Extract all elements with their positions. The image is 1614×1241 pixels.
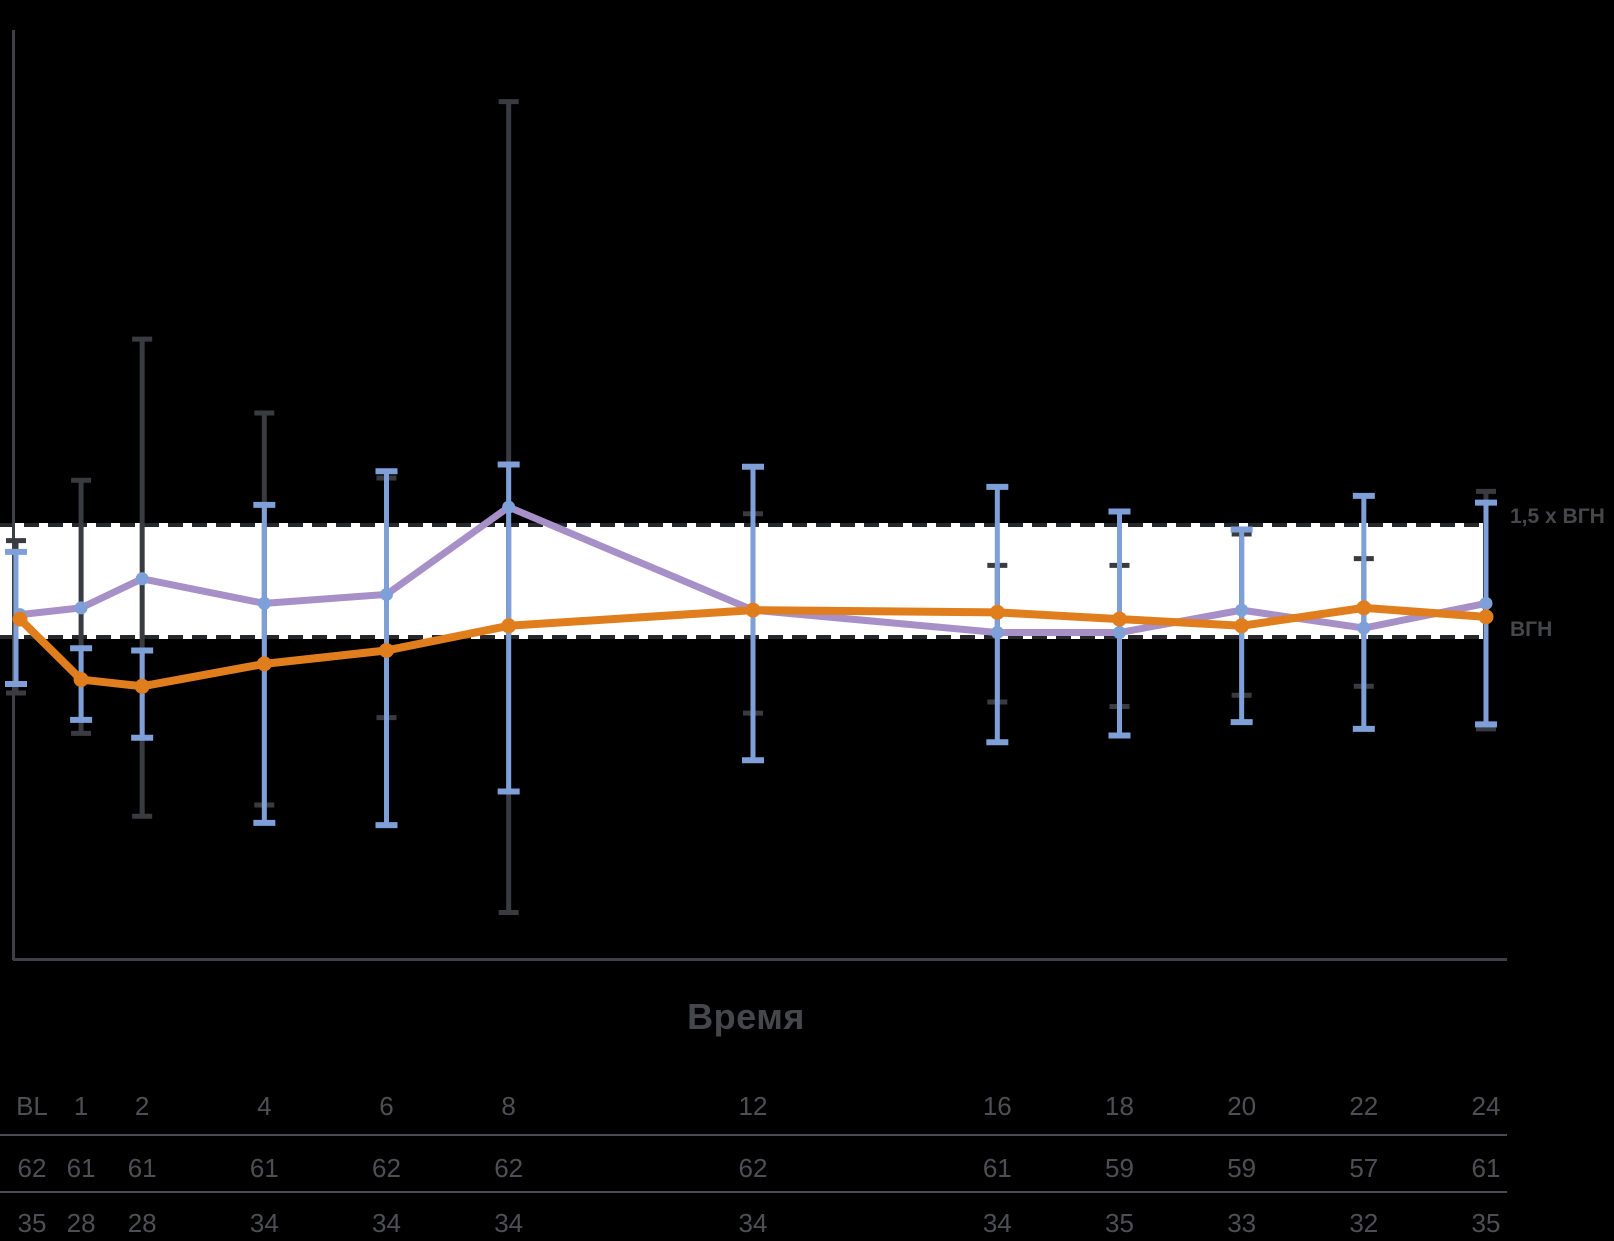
- orange-series-marker-22: [1356, 600, 1372, 616]
- orange-series-marker-4: [256, 656, 272, 672]
- n-group2-16: 34: [982, 1208, 1012, 1238]
- orange-series-marker-2: [134, 678, 150, 694]
- purple-series-marker-24: [1479, 596, 1493, 610]
- orange-series-marker-18: [1111, 611, 1127, 627]
- n-group1-1: 61: [66, 1153, 96, 1183]
- purple-series-marker-20: [1235, 603, 1249, 617]
- x-axis-title: Время: [687, 996, 805, 1037]
- timepoint-label-BL: BL: [16, 1091, 48, 1121]
- timepoint-label-2: 2: [134, 1091, 150, 1121]
- timepoint-label-1: 1: [73, 1091, 89, 1121]
- n-group1-2: 61: [127, 1153, 157, 1183]
- orange-series-marker-20: [1234, 618, 1250, 634]
- orange-series-marker-1: [73, 672, 89, 688]
- n-group1-BL: 62: [17, 1153, 47, 1183]
- n-group2-4: 34: [249, 1208, 279, 1238]
- purple-series-marker-16: [990, 626, 1004, 640]
- timepoint-label-12: 12: [738, 1091, 768, 1121]
- n-group1-8: 62: [494, 1153, 524, 1183]
- purple-series-marker-22: [1357, 621, 1371, 635]
- n-group2-BL: 35: [17, 1208, 47, 1238]
- reference-label-uln: ВГН: [1510, 618, 1553, 641]
- n-group2-20: 33: [1227, 1208, 1257, 1238]
- n-group1-20: 59: [1227, 1153, 1257, 1183]
- reference-label-1-5-uln: 1,5 x ВГН: [1510, 505, 1605, 528]
- orange-series-marker-6: [378, 642, 394, 658]
- timepoint-label-8: 8: [501, 1091, 516, 1121]
- n-group1-16: 61: [982, 1153, 1012, 1183]
- n-group2-12: 34: [738, 1208, 768, 1238]
- orange-series-marker-BL: [12, 611, 28, 627]
- line-chart-plot-area: [0, 30, 1507, 961]
- timepoint-label-22: 22: [1349, 1091, 1379, 1121]
- table-divider-bottom: [0, 1191, 1507, 1193]
- timepoint-label-18: 18: [1105, 1091, 1134, 1121]
- n-group1-18: 59: [1105, 1153, 1134, 1183]
- table-row-timepoints: BL 1 2 4 6 8 12 16 18 20 22 24: [0, 1091, 1614, 1121]
- timepoint-label-4: 4: [257, 1091, 272, 1121]
- orange-series-line: [16, 603, 1490, 691]
- n-group1-24: 61: [1471, 1153, 1501, 1183]
- table-row-n-group2: 35 28 28 34 34 34 34 34 35 33 32 35: [0, 1208, 1614, 1238]
- purple-series-marker-18: [1112, 626, 1126, 640]
- uln-reference-band: [0, 523, 1483, 639]
- orange-series-marker-24: [1478, 609, 1494, 625]
- timepoint-label-24: 24: [1471, 1091, 1501, 1121]
- timepoint-label-16: 16: [982, 1091, 1012, 1121]
- n-group2-1: 28: [66, 1208, 96, 1238]
- orange-series-marker-16: [989, 604, 1005, 620]
- orange-series-marker-8: [501, 618, 517, 634]
- purple-series-marker-4: [257, 596, 271, 610]
- n-group1-12: 62: [738, 1153, 768, 1183]
- n-group2-18: 35: [1105, 1208, 1134, 1238]
- n-group2-22: 32: [1349, 1208, 1379, 1238]
- n-group1-4: 61: [249, 1153, 279, 1183]
- n-group2-24: 35: [1471, 1208, 1501, 1238]
- n-group2-6: 34: [372, 1208, 401, 1238]
- table-divider-top: [0, 1134, 1507, 1136]
- n-group1-6: 62: [372, 1153, 401, 1183]
- purple-series-marker-2: [135, 572, 149, 586]
- purple-series-line: [16, 503, 1490, 637]
- timepoint-label-6: 6: [379, 1091, 394, 1121]
- n-group2-2: 28: [127, 1208, 157, 1238]
- orange-series-marker-12: [745, 602, 761, 618]
- purple-series-marker-6: [379, 587, 393, 601]
- purple-series-marker-8: [502, 500, 516, 514]
- table-row-n-group1: 62 61 61 61 62 62 62 61 59 59 57 61: [0, 1153, 1614, 1183]
- timepoint-label-20: 20: [1227, 1091, 1257, 1121]
- purple-series-marker-1: [74, 601, 88, 615]
- n-group1-22: 57: [1349, 1153, 1379, 1183]
- n-group2-8: 34: [494, 1208, 524, 1238]
